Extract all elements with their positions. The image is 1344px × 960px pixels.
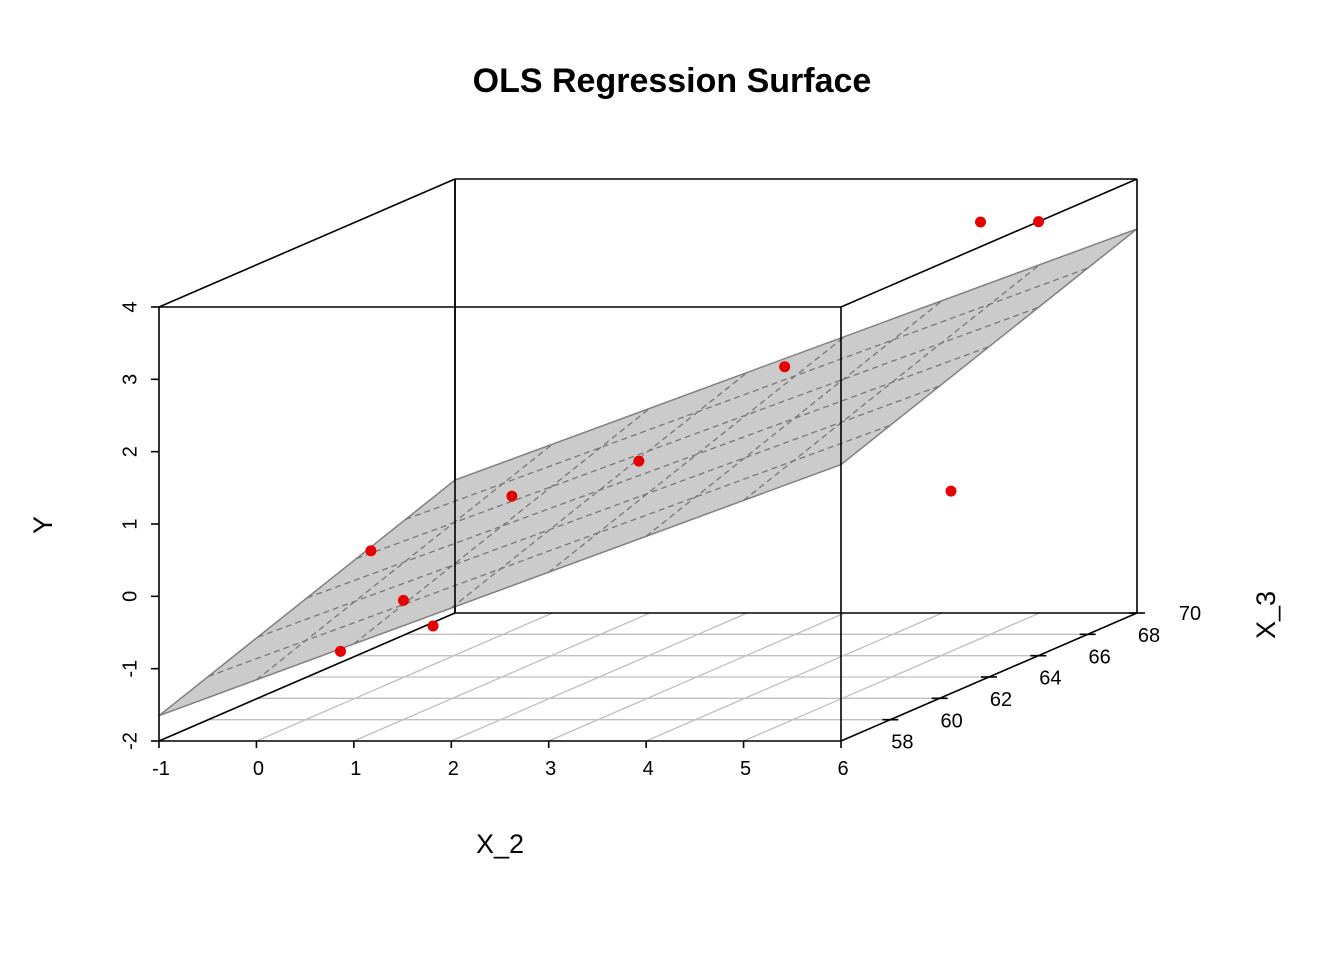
- z-axis-title: Y: [28, 516, 58, 534]
- z-tick-label: -2: [119, 732, 141, 750]
- x-tick-label: 1: [350, 758, 361, 780]
- data-point: [974, 216, 986, 228]
- z-tick-label: 3: [119, 374, 141, 385]
- y-tick-label: 66: [1089, 646, 1111, 668]
- y-tick-label: 68: [1138, 625, 1160, 647]
- plane-grid-line: [405, 267, 1088, 520]
- x-tick-label: 2: [448, 758, 459, 780]
- data-point: [633, 455, 645, 467]
- plane-grid-line: [208, 424, 891, 678]
- data-point: [397, 594, 409, 606]
- box-edge: [158, 612, 456, 742]
- plane-grid-line: [356, 306, 1039, 560]
- box-edge: [158, 178, 456, 308]
- x-tick-label: 3: [545, 758, 556, 780]
- x-tick-label: 0: [253, 758, 264, 780]
- data-point: [1033, 216, 1045, 228]
- data-point: [334, 645, 346, 657]
- y-tick-label: 60: [941, 710, 963, 732]
- plane-grid-line: [306, 346, 990, 599]
- y-axis-title: X_3: [1251, 591, 1281, 639]
- box-edge: [840, 178, 1138, 308]
- z-tick-label: 1: [119, 518, 141, 529]
- z-tick-label: 4: [119, 301, 141, 312]
- y-tick-label: 58: [891, 732, 913, 754]
- data-point: [779, 361, 791, 373]
- z-tick-label: 0: [119, 591, 141, 602]
- y-tick-label: 70: [1179, 603, 1201, 625]
- y-tick-label: 64: [1039, 668, 1061, 690]
- chart-title: OLS Regression Surface: [473, 62, 872, 100]
- data-point: [506, 490, 518, 502]
- x-tick-label: -1: [152, 758, 170, 780]
- x-tick-label: 5: [740, 758, 751, 780]
- x-tick-label: 6: [837, 758, 848, 780]
- data-point: [365, 545, 377, 557]
- plane-grid-line: [257, 385, 940, 638]
- data-point: [945, 485, 957, 497]
- y-tick-label: 62: [990, 689, 1012, 711]
- data-point: [427, 620, 439, 632]
- z-tick-label: -1: [119, 660, 141, 678]
- plane-grid-line: [645, 300, 943, 537]
- x-axis-title: X_2: [476, 829, 524, 859]
- x-tick-label: 4: [643, 758, 654, 780]
- z-tick-label: 2: [119, 446, 141, 457]
